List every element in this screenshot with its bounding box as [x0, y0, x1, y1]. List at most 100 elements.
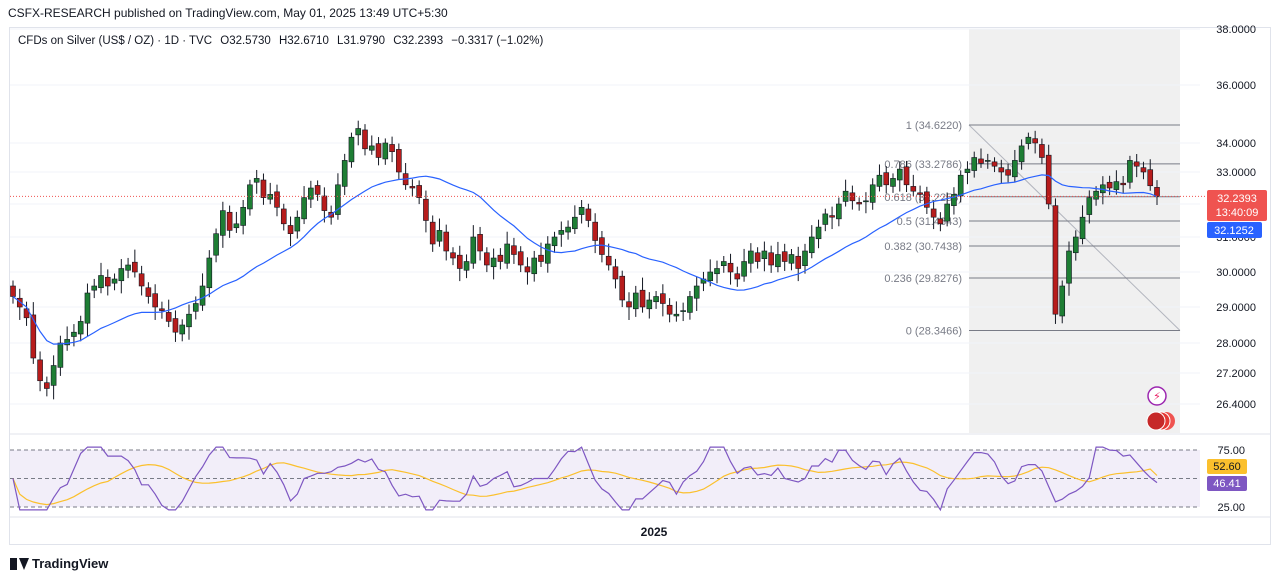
candle-body	[1039, 144, 1045, 158]
tradingview-logo-icon	[10, 557, 29, 570]
rsi-ma-line	[12, 461, 1158, 506]
ohlc-high: H32.6710	[278, 35, 329, 47]
candle-body	[409, 186, 416, 189]
candle-body	[301, 197, 307, 220]
published-header: CSFX-RESEARCH published on TradingView.c…	[8, 6, 448, 20]
candle-body	[978, 158, 984, 164]
fib-level-label: 0.786 (33.2786)	[884, 159, 962, 171]
price-axis-tick: 28.0000	[1216, 338, 1256, 350]
candle-body	[524, 266, 531, 273]
candle-body	[44, 382, 50, 389]
candle-body	[910, 186, 917, 192]
candle-body	[159, 308, 165, 311]
candle-body	[1154, 187, 1160, 197]
candle-body	[687, 296, 693, 313]
countdown-timer: 13:40:09	[1216, 207, 1259, 219]
candle-body	[991, 161, 998, 167]
candle-body	[294, 216, 301, 232]
brand-footer: TradingView	[10, 556, 108, 571]
candle-body	[1018, 145, 1025, 163]
candle-body	[118, 268, 125, 282]
candle-body	[626, 301, 632, 308]
candle-body	[179, 324, 186, 335]
candle-body	[450, 252, 456, 259]
candle-body	[876, 174, 883, 187]
candle-body	[660, 293, 666, 304]
candle-body	[551, 236, 558, 247]
candle-body	[998, 167, 1005, 173]
us-flag-event-icon	[1146, 411, 1166, 431]
candle-body	[673, 313, 680, 317]
candle-body	[226, 211, 233, 231]
candle-body	[605, 255, 612, 266]
candle-body	[639, 289, 646, 308]
candle-body	[666, 304, 673, 315]
candle-body	[964, 168, 971, 173]
candle-body	[1032, 138, 1038, 144]
candle-body	[213, 233, 219, 256]
candle-body	[578, 207, 585, 215]
candle-body	[714, 268, 720, 275]
candle-body	[781, 251, 788, 262]
candle-body	[1052, 205, 1059, 315]
candle-body	[1093, 190, 1099, 200]
candle-body	[1140, 167, 1147, 173]
candle-body	[531, 257, 538, 275]
candle-body	[720, 261, 727, 266]
candle-body	[890, 178, 896, 187]
candle-body	[484, 252, 490, 266]
candle-body	[971, 157, 978, 171]
fib-level-label: 0 (28.3466)	[906, 326, 962, 338]
candle-body	[423, 198, 429, 221]
candle-body	[274, 191, 280, 208]
candle-body	[477, 234, 483, 252]
candle-body	[802, 250, 808, 266]
candle-body	[71, 331, 77, 337]
price-axis-tick: 34.0000	[1216, 138, 1256, 150]
candle-body	[125, 264, 131, 271]
candle-body	[30, 314, 37, 359]
candle-body	[1059, 285, 1066, 317]
candle-body	[443, 231, 450, 252]
candle-body	[1133, 161, 1140, 167]
candle-body	[511, 245, 517, 255]
candle-body	[375, 143, 382, 158]
candle-body	[883, 172, 890, 186]
candle-body	[1127, 160, 1133, 183]
event-flash-icon	[1147, 386, 1167, 406]
candle-body	[896, 168, 903, 181]
candle-body	[727, 262, 734, 273]
candle-body	[240, 207, 246, 226]
candle-body	[775, 254, 781, 268]
close-price-value: 32.2393	[1217, 193, 1257, 205]
candle-body	[321, 195, 328, 211]
candle-body	[490, 257, 497, 268]
candle-body	[308, 187, 314, 200]
rsi-badge	[1207, 476, 1247, 491]
candle-body	[456, 254, 463, 269]
candle-body	[1025, 136, 1032, 144]
candle-body	[761, 250, 768, 259]
candle-body	[1066, 250, 1072, 284]
candle-body	[599, 237, 605, 255]
candle-body	[470, 236, 477, 264]
time-axis-label: 2025	[641, 525, 668, 539]
candle-body	[1147, 169, 1154, 187]
candle-body	[748, 250, 754, 264]
price-axis-tick: 33.0000	[1216, 167, 1256, 179]
candle-body	[930, 208, 937, 218]
candle-body	[836, 203, 842, 220]
candle-body	[10, 285, 16, 297]
rsi-value: 46.41	[1213, 478, 1241, 490]
candle-body	[984, 160, 991, 162]
moving-average-line	[12, 174, 1158, 345]
candle-body	[538, 254, 544, 262]
candle-body	[145, 287, 152, 297]
ma-price-value: 32.1252	[1214, 225, 1254, 237]
symbol-title[interactable]: CFDs on Silver (US$ / OZ) · 1D · TVC	[18, 35, 213, 47]
candle-body	[592, 221, 598, 241]
candle-body	[16, 297, 23, 308]
rsi-ma-value: 52.60	[1213, 461, 1241, 473]
fib-level-label: 0.236 (29.8276)	[884, 273, 962, 285]
